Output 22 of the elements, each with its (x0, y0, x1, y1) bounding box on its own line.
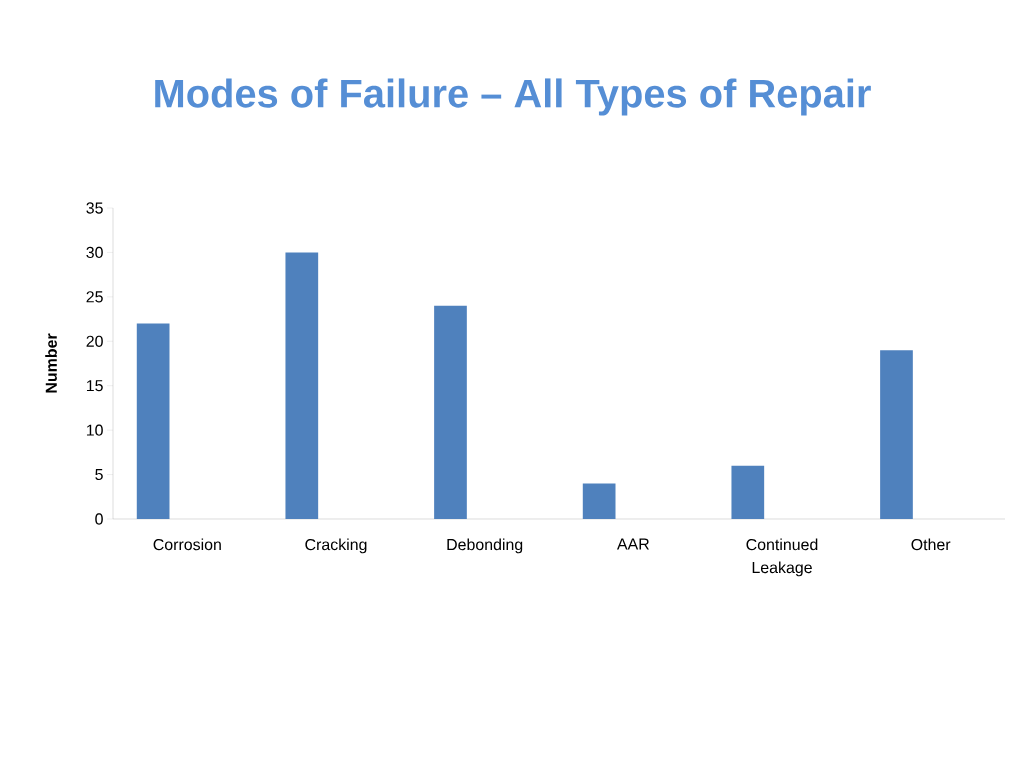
chart-title: Modes of Failure – All Types of Repair (155, 78, 871, 116)
y-tick-label: 30 (86, 246, 103, 259)
x-tick-label: Corrosion (153, 538, 221, 551)
y-axis-title: Number (45, 333, 57, 393)
y-tick-label: 25 (86, 291, 103, 303)
x-tick-label: AAR (616, 538, 649, 550)
x-tick-label: Other (911, 538, 951, 551)
y-tick-label: 35 (86, 202, 103, 214)
bar (136, 323, 170, 519)
bar (582, 483, 616, 519)
y-tick-label: 10 (86, 424, 103, 436)
y-tick-label: 15 (86, 380, 103, 392)
x-tick-label: Continued Leakage (746, 538, 818, 577)
bar (434, 305, 467, 519)
y-tick-label: 5 (95, 468, 103, 481)
y-tick-label: 20 (86, 335, 103, 347)
bar (285, 252, 319, 519)
bar (731, 465, 765, 519)
x-tick-label: Debonding (447, 538, 523, 554)
bar (880, 350, 913, 519)
y-tick-label: 0 (95, 513, 103, 525)
x-tick-label: Cracking (305, 538, 367, 554)
